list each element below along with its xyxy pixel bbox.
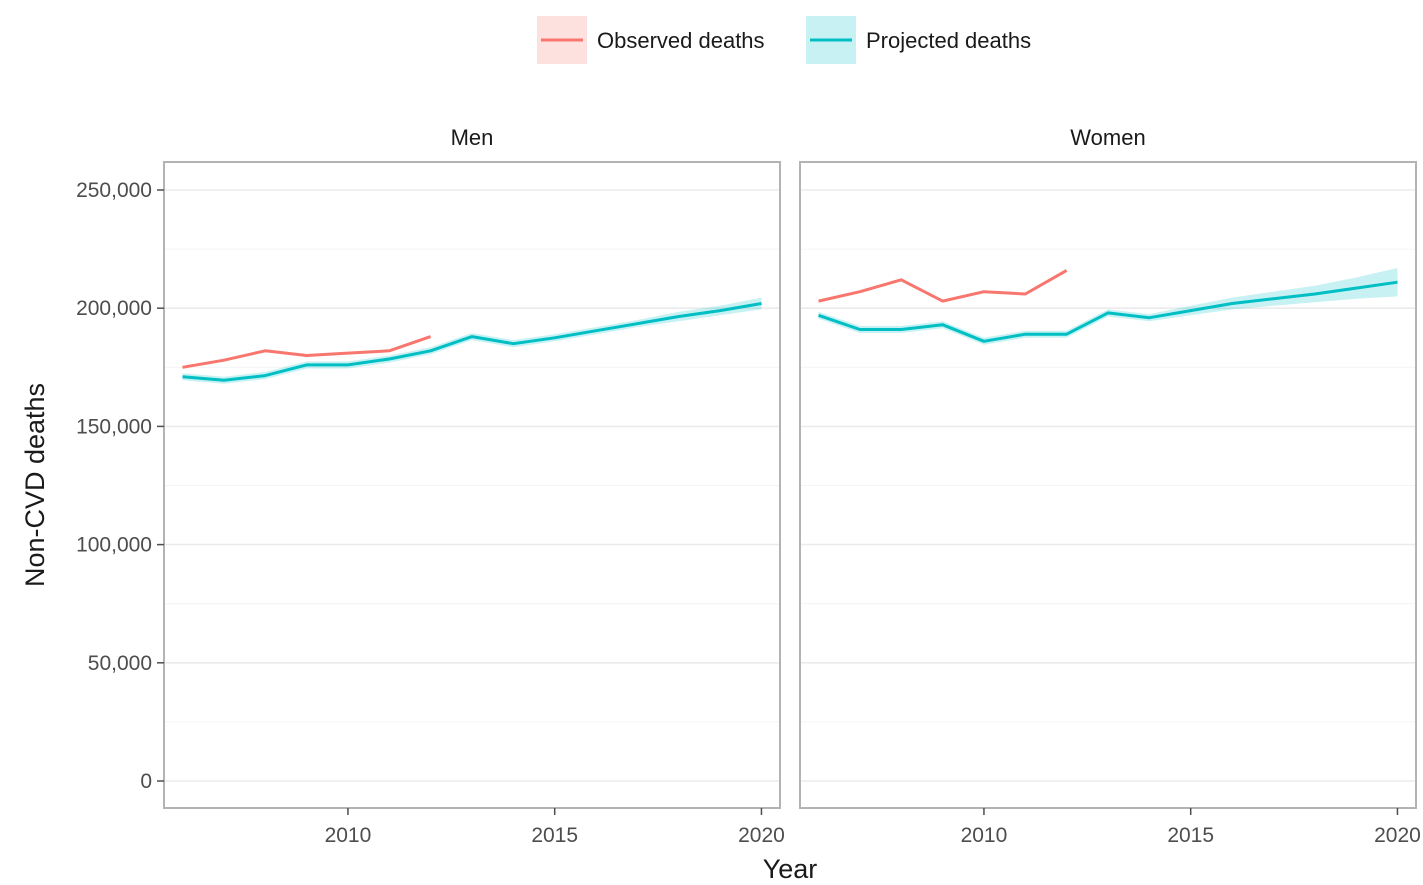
panel-women: Women 2010 2015 2020 bbox=[799, 125, 1421, 847]
observed-line bbox=[818, 269, 1068, 303]
legend-entry: Projected deaths bbox=[806, 16, 1031, 64]
panel-border bbox=[799, 161, 1417, 809]
confidence-band bbox=[182, 297, 762, 384]
y-tick-label: 250,000 bbox=[76, 179, 152, 202]
observed-line bbox=[182, 335, 432, 369]
x-axis-title: Year bbox=[763, 854, 818, 884]
x-tick-label: 2020 bbox=[1374, 824, 1421, 847]
legend-label: Projected deaths bbox=[866, 28, 1031, 53]
projected-line bbox=[182, 302, 762, 382]
chart-panels: Men 2010 2015 2020 0 50,000 100,000 150,000 200,… bbox=[76, 125, 1421, 847]
panel-title: Men bbox=[451, 125, 494, 150]
panel-title: Women bbox=[1070, 125, 1145, 150]
legend-entry: Observed deaths bbox=[537, 16, 765, 64]
projected-line bbox=[818, 280, 1398, 343]
panel-men: Men 2010 2015 2020 0 50,000 100,000 150,000 200,… bbox=[76, 125, 785, 847]
y-tick-label: 50,000 bbox=[88, 652, 152, 675]
x-tick-label: 2015 bbox=[1167, 824, 1214, 847]
legend-label: Observed deaths bbox=[597, 28, 765, 53]
y-tick-label: 100,000 bbox=[76, 534, 152, 557]
y-tick-label: 0 bbox=[140, 770, 152, 793]
confidence-band bbox=[818, 268, 1398, 345]
y-tick-label: 150,000 bbox=[76, 415, 152, 438]
x-tick-label: 2010 bbox=[325, 824, 372, 847]
y-axis-title: Non-CVD deaths bbox=[20, 383, 50, 587]
panel-border bbox=[163, 161, 781, 809]
legend: Observed deaths Projected deaths bbox=[537, 16, 1031, 64]
x-tick-label: 2015 bbox=[531, 824, 578, 847]
y-tick-label: 200,000 bbox=[76, 297, 152, 320]
x-tick-label: 2010 bbox=[961, 824, 1008, 847]
x-tick-label: 2020 bbox=[738, 824, 785, 847]
